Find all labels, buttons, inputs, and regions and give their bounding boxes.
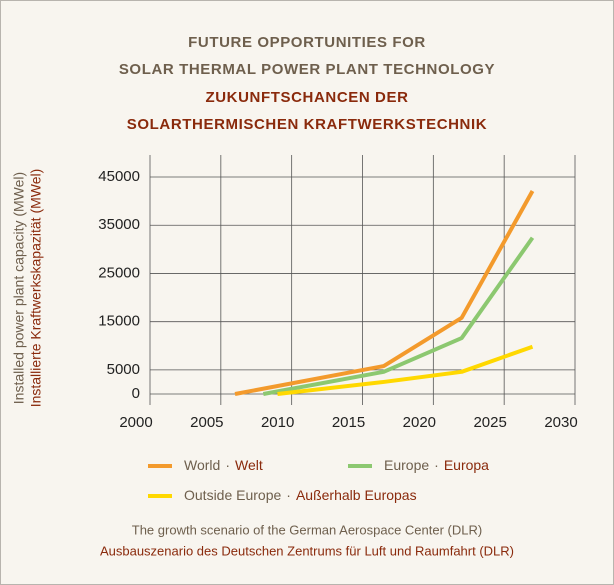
footnote: The growth scenario of the German Aerosp… [132, 522, 482, 537]
legend-name-de: Außerhalb Europas [296, 487, 417, 503]
x-tick-label: 2015 [332, 414, 365, 431]
footnote: Ausbauszenario des Deutschen Zentrums fü… [100, 543, 514, 558]
x-tick-label: 2005 [190, 414, 223, 431]
x-tick-label: 2025 [473, 414, 506, 431]
legend-name: World [184, 457, 220, 473]
y-tick-label: 45000 [98, 168, 140, 185]
y-axis-label: Installed power plant capacity (MWel) [11, 172, 27, 404]
legend-name-de: Europa [444, 457, 489, 473]
legend-name: Europe [384, 457, 429, 473]
y-axis-label: Installierte Kraftwerkskapazität (MWel) [28, 169, 44, 408]
x-tick-label: 2010 [261, 414, 294, 431]
y-tick-label: 25000 [98, 264, 140, 281]
legend-separator: · [225, 457, 230, 473]
y-tick-label: 5000 [107, 361, 140, 378]
legend-name-de: Welt [235, 457, 263, 473]
series-line [277, 344, 534, 396]
legend-label: World · Welt [184, 457, 263, 473]
legend-separator: · [286, 487, 291, 503]
title: SOLARTHERMISCHEN KRAFTWERKSTECHNIK [127, 116, 487, 133]
y-tick-label: 35000 [98, 216, 140, 233]
x-tick-label: 2020 [403, 414, 436, 431]
x-tick-label: 2000 [119, 414, 152, 431]
legend-label: Outside Europe · Außerhalb Europas [184, 487, 417, 503]
legend-label: Europe · Europa [384, 457, 489, 473]
legend-separator: · [434, 457, 439, 473]
x-tick-label: 2030 [544, 414, 577, 431]
series-line [234, 190, 535, 396]
title: FUTURE OPPORTUNITIES FOR [188, 34, 426, 51]
y-tick-label: 0 [132, 385, 140, 402]
title: ZUKUNFTSCHANCEN DER [205, 89, 408, 106]
y-tick-label: 15000 [98, 313, 140, 330]
series-line [262, 236, 535, 396]
title: SOLAR THERMAL POWER PLANT TECHNOLOGY [119, 61, 495, 78]
legend-name: Outside Europe [184, 487, 281, 503]
